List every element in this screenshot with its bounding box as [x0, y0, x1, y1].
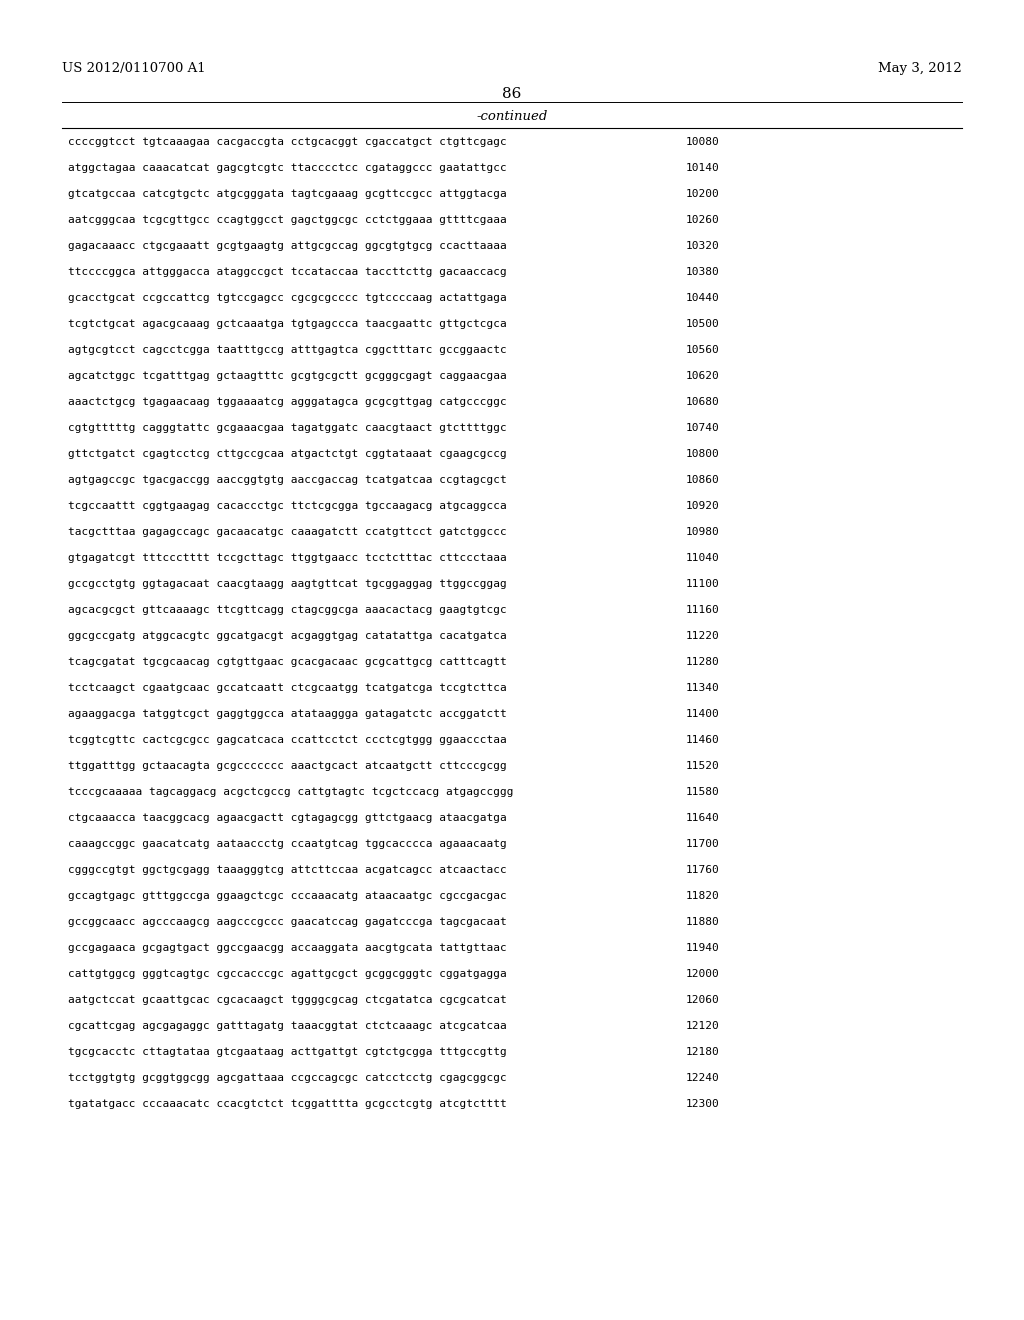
Text: agcacgcgct gttcaaaagc ttcgttcagg ctagcggcga aaacactacg gaagtgtcgc: agcacgcgct gttcaaaagc ttcgttcagg ctagcgg… [68, 605, 507, 615]
Text: 10980: 10980 [686, 527, 720, 537]
Text: aatcgggcaa tcgcgttgcc ccagtggcct gagctggcgc cctctggaaa gttttcgaaa: aatcgggcaa tcgcgttgcc ccagtggcct gagctgg… [68, 215, 507, 224]
Text: tcgccaattt cggtgaagag cacaccctgc ttctcgcgga tgccaagacg atgcaggcca: tcgccaattt cggtgaagag cacaccctgc ttctcgc… [68, 502, 507, 511]
Text: 12180: 12180 [686, 1047, 720, 1057]
Text: ttccccggca attgggacca ataggccgct tccataccaa taccttcttg gacaaccacg: ttccccggca attgggacca ataggccgct tccatac… [68, 267, 507, 277]
Text: 11100: 11100 [686, 579, 720, 589]
Text: caaagccggc gaacatcatg aataaccctg ccaatgtcag tggcacccca agaaacaatg: caaagccggc gaacatcatg aataaccctg ccaatgt… [68, 840, 507, 849]
Text: gccgagaaca gcgagtgact ggccgaacgg accaaggata aacgtgcata tattgttaac: gccgagaaca gcgagtgact ggccgaacgg accaagg… [68, 942, 507, 953]
Text: cattgtggcg gggtcagtgc cgccacccgc agattgcgct gcggcgggtc cggatgagga: cattgtggcg gggtcagtgc cgccacccgc agattgc… [68, 969, 507, 979]
Text: 10620: 10620 [686, 371, 720, 381]
Text: tcctggtgtg gcggtggcgg agcgattaaa ccgccagcgc catcctcctg cgagcggcgc: tcctggtgtg gcggtggcgg agcgattaaa ccgccag… [68, 1073, 507, 1082]
Text: gccagtgagc gtttggccga ggaagctcgc cccaaacatg ataacaatgc cgccgacgac: gccagtgagc gtttggccga ggaagctcgc cccaaac… [68, 891, 507, 902]
Text: tcgtctgcat agacgcaaag gctcaaatga tgtgagccca taacgaattc gttgctcgca: tcgtctgcat agacgcaaag gctcaaatga tgtgagc… [68, 319, 507, 329]
Text: 11700: 11700 [686, 840, 720, 849]
Text: 10920: 10920 [686, 502, 720, 511]
Text: 12240: 12240 [686, 1073, 720, 1082]
Text: gtcatgccaa catcgtgctc atgcgggata tagtcgaaag gcgttccgcc attggtacga: gtcatgccaa catcgtgctc atgcgggata tagtcga… [68, 189, 507, 199]
Text: cgggccgtgt ggctgcgagg taaagggtcg attcttccaa acgatcagcc atcaactacc: cgggccgtgt ggctgcgagg taaagggtcg attcttc… [68, 865, 507, 875]
Text: 11340: 11340 [686, 682, 720, 693]
Text: gtgagatcgt tttccctttt tccgcttagc ttggtgaacc tcctctttac cttccctaaa: gtgagatcgt tttccctttt tccgcttagc ttggtga… [68, 553, 507, 564]
Text: 11880: 11880 [686, 917, 720, 927]
Text: ccccggtcct tgtcaaagaa cacgaccgta cctgcacggt cgaccatgct ctgttcgagc: ccccggtcct tgtcaaagaa cacgaccgta cctgcac… [68, 137, 507, 147]
Text: 11460: 11460 [686, 735, 720, 744]
Text: 11280: 11280 [686, 657, 720, 667]
Text: 11940: 11940 [686, 942, 720, 953]
Text: 10260: 10260 [686, 215, 720, 224]
Text: 10740: 10740 [686, 422, 720, 433]
Text: 12120: 12120 [686, 1020, 720, 1031]
Text: tcccgcaaaaa tagcaggacg acgctcgccg cattgtagtc tcgctccacg atgagccggg: tcccgcaaaaa tagcaggacg acgctcgccg cattgt… [68, 787, 513, 797]
Text: cgcattcgag agcgagaggc gatttagatg taaacggtat ctctcaaagc atcgcatcaa: cgcattcgag agcgagaggc gatttagatg taaacgg… [68, 1020, 507, 1031]
Text: 10800: 10800 [686, 449, 720, 459]
Text: tcggtcgttc cactcgcgcc gagcatcaca ccattcctct ccctcgtggg ggaaccctaa: tcggtcgttc cactcgcgcc gagcatcaca ccattcc… [68, 735, 507, 744]
Text: 10320: 10320 [686, 242, 720, 251]
Text: tacgctttaa gagagccagc gacaacatgc caaagatctt ccatgttcct gatctggccc: tacgctttaa gagagccagc gacaacatgc caaagat… [68, 527, 507, 537]
Text: US 2012/0110700 A1: US 2012/0110700 A1 [62, 62, 206, 75]
Text: 12060: 12060 [686, 995, 720, 1005]
Text: ggcgccgatg atggcacgtc ggcatgacgt acgaggtgag catatattga cacatgatca: ggcgccgatg atggcacgtc ggcatgacgt acgaggt… [68, 631, 507, 642]
Text: tgcgcacctc cttagtataa gtcgaataag acttgattgt cgtctgcgga tttgccgttg: tgcgcacctc cttagtataa gtcgaataag acttgat… [68, 1047, 507, 1057]
Text: 10200: 10200 [686, 189, 720, 199]
Text: aaactctgcg tgagaacaag tggaaaatcg agggatagca gcgcgttgag catgcccggc: aaactctgcg tgagaacaag tggaaaatcg agggata… [68, 397, 507, 407]
Text: 11220: 11220 [686, 631, 720, 642]
Text: agaaggacga tatggtcgct gaggtggcca atataaggga gatagatctc accggatctt: agaaggacga tatggtcgct gaggtggcca atataag… [68, 709, 507, 719]
Text: 10560: 10560 [686, 345, 720, 355]
Text: tcctcaagct cgaatgcaac gccatcaatt ctcgcaatgg tcatgatcga tccgtcttca: tcctcaagct cgaatgcaac gccatcaatt ctcgcaa… [68, 682, 507, 693]
Text: 11520: 11520 [686, 762, 720, 771]
Text: 10500: 10500 [686, 319, 720, 329]
Text: 11760: 11760 [686, 865, 720, 875]
Text: 11580: 11580 [686, 787, 720, 797]
Text: 10080: 10080 [686, 137, 720, 147]
Text: agtgagccgc tgacgaccgg aaccggtgtg aaccgaccag tcatgatcaa ccgtagcgct: agtgagccgc tgacgaccgg aaccggtgtg aaccgac… [68, 475, 507, 484]
Text: 10440: 10440 [686, 293, 720, 304]
Text: 10380: 10380 [686, 267, 720, 277]
Text: gcacctgcat ccgccattcg tgtccgagcc cgcgcgcccc tgtccccaag actattgaga: gcacctgcat ccgccattcg tgtccgagcc cgcgcgc… [68, 293, 507, 304]
Text: -continued: -continued [476, 110, 548, 123]
Text: ttggatttgg gctaacagta gcgccccccc aaactgcact atcaatgctt cttcccgcgg: ttggatttgg gctaacagta gcgccccccc aaactgc… [68, 762, 507, 771]
Text: gagacaaacc ctgcgaaatt gcgtgaagtg attgcgccag ggcgtgtgcg ccacttaaaa: gagacaaacc ctgcgaaatt gcgtgaagtg attgcgc… [68, 242, 507, 251]
Text: gccgcctgtg ggtagacaat caacgtaagg aagtgttcat tgcggaggag ttggccggag: gccgcctgtg ggtagacaat caacgtaagg aagtgtt… [68, 579, 507, 589]
Text: 11820: 11820 [686, 891, 720, 902]
Text: 10680: 10680 [686, 397, 720, 407]
Text: gccggcaacc agcccaagcg aagcccgccc gaacatccag gagatcccga tagcgacaat: gccggcaacc agcccaagcg aagcccgccc gaacatc… [68, 917, 507, 927]
Text: tcagcgatat tgcgcaacag cgtgttgaac gcacgacaac gcgcattgcg catttcagtt: tcagcgatat tgcgcaacag cgtgttgaac gcacgac… [68, 657, 507, 667]
Text: agtgcgtcct cagcctcgga taatttgccg atttgagtca cggctttатc gccggaactc: agtgcgtcct cagcctcgga taatttgccg atttgag… [68, 345, 507, 355]
Text: cgtgtttttg cagggtattc gcgaaacgaa tagatggatc caacgtaact gtcttttggc: cgtgtttttg cagggtattc gcgaaacgaa tagatgg… [68, 422, 507, 433]
Text: 10140: 10140 [686, 162, 720, 173]
Text: 10860: 10860 [686, 475, 720, 484]
Text: atggctagaa caaacatcat gagcgtcgtc ttacccctcc cgataggccc gaatattgcc: atggctagaa caaacatcat gagcgtcgtc ttacccc… [68, 162, 507, 173]
Text: agcatctggc tcgatttgag gctaagtttc gcgtgcgctt gcgggcgagt caggaacgaa: agcatctggc tcgatttgag gctaagtttc gcgtgcg… [68, 371, 507, 381]
Text: gttctgatct cgagtcctcg cttgccgcaa atgactctgt cggtataaat cgaagcgccg: gttctgatct cgagtcctcg cttgccgcaa atgactc… [68, 449, 507, 459]
Text: 11160: 11160 [686, 605, 720, 615]
Text: ctgcaaacca taacggcacg agaacgactt cgtagagcgg gttctgaacg ataacgatga: ctgcaaacca taacggcacg agaacgactt cgtagag… [68, 813, 507, 822]
Text: 86: 86 [503, 87, 521, 102]
Text: aatgctccat gcaattgcac cgcacaagct tggggcgcag ctcgatatca cgcgcatcat: aatgctccat gcaattgcac cgcacaagct tggggcg… [68, 995, 507, 1005]
Text: May 3, 2012: May 3, 2012 [879, 62, 962, 75]
Text: 11400: 11400 [686, 709, 720, 719]
Text: 12000: 12000 [686, 969, 720, 979]
Text: 11640: 11640 [686, 813, 720, 822]
Text: 11040: 11040 [686, 553, 720, 564]
Text: tgatatgacc cccaaacatc ccacgtctct tcggatttta gcgcctcgtg atcgtctttt: tgatatgacc cccaaacatc ccacgtctct tcggatt… [68, 1100, 507, 1109]
Text: 12300: 12300 [686, 1100, 720, 1109]
